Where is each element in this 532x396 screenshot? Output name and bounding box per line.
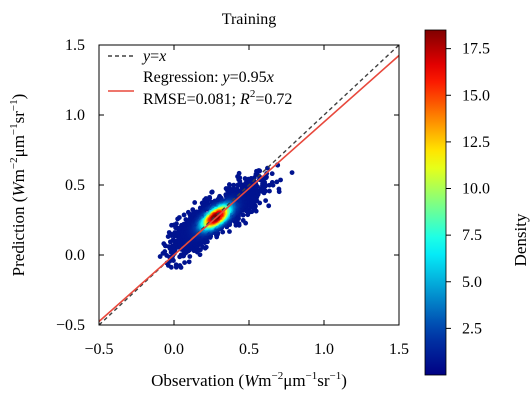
- y-axis-ticks: −0.5 0.0 0.5 1.0 1.5: [56, 37, 399, 334]
- scatter-point: [227, 229, 232, 234]
- scatter-point: [266, 203, 272, 209]
- scatter-point: [186, 259, 192, 265]
- scatter-point: [267, 182, 272, 188]
- legend: y=x Regression: y=0.95x RMSE=0.081; R2=0…: [108, 48, 292, 108]
- legend-label-regression: Regression: y=0.95x: [143, 69, 274, 86]
- scatter-point: [176, 215, 182, 220]
- x-axis-label: Observation (Wm−2μm−1sr−1): [151, 370, 347, 390]
- x-tick-label: 1.0: [314, 341, 334, 358]
- identity-line: [99, 45, 399, 325]
- colorbar-tick-label: 7.5: [462, 227, 482, 244]
- scatter-point: [203, 244, 209, 250]
- scatter-point: [276, 186, 282, 192]
- regression-line: [99, 54, 399, 323]
- y-axis-label: Prediction (Wm−2μm−1sr−1): [8, 94, 28, 277]
- scatter-point: [278, 177, 283, 183]
- scatter-point: [231, 182, 237, 188]
- y-tick-label: 1.0: [65, 107, 85, 124]
- scatter-point: [262, 175, 268, 181]
- scatter-point: [187, 254, 193, 259]
- y-tick-label: 0.0: [65, 247, 85, 264]
- colorbar-tick-label: 17.5: [462, 41, 490, 58]
- scatter-point: [173, 262, 179, 268]
- colorbar-tick-label: 15.0: [462, 87, 490, 104]
- scatter-point: [162, 249, 168, 254]
- x-tick-label: 0.0: [164, 341, 184, 358]
- scatter-point: [157, 254, 163, 259]
- legend-label-y-equals-x: y=x: [141, 48, 166, 65]
- scatter-point: [267, 188, 272, 194]
- chart-title: Training: [222, 11, 277, 28]
- colorbar-tick-label: 10.0: [462, 181, 490, 198]
- scatter-point: [258, 188, 264, 194]
- scatter-point: [181, 212, 187, 218]
- x-tick-label: 1.5: [389, 341, 409, 358]
- scatter-point: [240, 218, 246, 223]
- colorbar-tick-label: 5.0: [462, 274, 482, 291]
- y-tick-label: −0.5: [56, 317, 85, 334]
- scatter-point: [289, 170, 295, 175]
- scatter-point: [192, 200, 198, 205]
- scatter-point: [220, 229, 226, 235]
- legend-label-stats: RMSE=0.081; R2=0.72: [143, 88, 292, 108]
- scatter-point: [182, 260, 188, 265]
- reference-lines: [99, 45, 399, 325]
- scatter-point: [235, 182, 241, 188]
- colorbar-ticks: 2.5 5.0 7.5 10.0 12.5 15.0 17.5: [446, 41, 490, 337]
- colorbar-label: Density: [511, 213, 530, 266]
- colorbar: [424, 29, 447, 376]
- scatter-point: [209, 189, 215, 195]
- colorbar-tick-label: 12.5: [462, 134, 490, 151]
- x-tick-label: −0.5: [84, 341, 113, 358]
- scatter-point: [263, 198, 269, 204]
- y-tick-label: 1.5: [65, 37, 85, 54]
- x-axis-ticks: −0.5 0.0 0.5 1.0 1.5: [84, 45, 409, 358]
- scatter-point: [269, 171, 275, 177]
- x-tick-label: 0.5: [239, 341, 259, 358]
- colorbar-tick-label: 2.5: [462, 320, 482, 337]
- scatter-points: [157, 162, 295, 270]
- y-tick-label: 0.5: [65, 177, 85, 194]
- scatter-point: [177, 263, 183, 268]
- scatter-point: [274, 179, 280, 185]
